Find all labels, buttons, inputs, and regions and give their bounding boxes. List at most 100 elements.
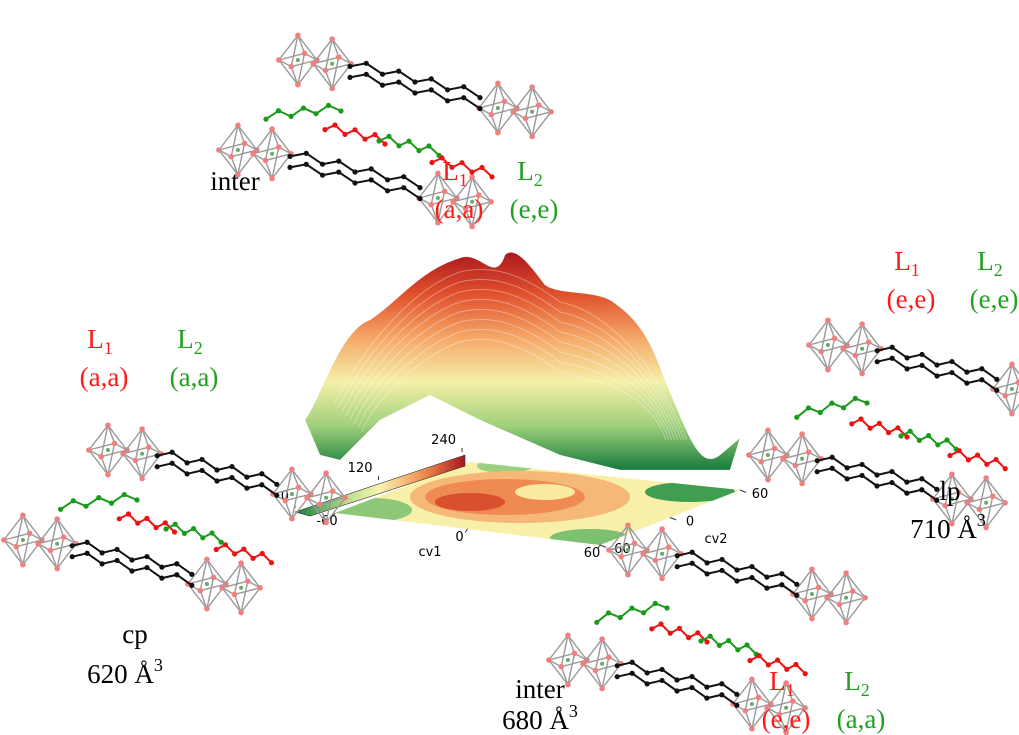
bond	[207, 559, 226, 584]
atom	[289, 467, 295, 473]
linker-atom	[830, 455, 835, 460]
linker-atom	[908, 429, 913, 434]
volume-exponent: 3	[977, 510, 986, 530]
ligand-state: (a,a)	[170, 362, 219, 392]
linker-atom	[191, 526, 196, 531]
bond	[326, 473, 333, 491]
atom	[330, 488, 336, 494]
atom	[750, 702, 754, 706]
linker-atom	[698, 638, 703, 643]
linker-atom	[949, 359, 954, 364]
atom	[800, 457, 804, 461]
linker-atom	[336, 159, 341, 164]
linker-atom	[815, 469, 820, 474]
atom	[27, 531, 33, 537]
atom	[572, 651, 578, 657]
linker-atom	[668, 631, 673, 636]
atom	[565, 633, 571, 639]
atom	[746, 452, 752, 458]
atom	[1009, 411, 1015, 417]
bond	[292, 469, 299, 487]
atom	[793, 463, 799, 469]
linker-atom	[934, 373, 939, 378]
ligand-symbol: L	[442, 156, 459, 186]
linker-atom	[352, 169, 357, 174]
linker-atom	[163, 526, 168, 531]
bond	[265, 160, 272, 178]
linker-atom	[749, 575, 754, 580]
bond	[89, 450, 108, 475]
linker-atom	[159, 576, 164, 581]
bond	[108, 425, 127, 450]
linker-atom	[200, 535, 205, 540]
atom	[1002, 393, 1008, 399]
linker-atom	[445, 87, 450, 92]
atom	[342, 495, 348, 501]
bond	[986, 478, 1005, 503]
atom	[120, 451, 126, 457]
atom	[435, 171, 441, 177]
volume-value: 620 Å	[87, 659, 154, 689]
linker-atom	[380, 72, 385, 77]
atom	[13, 544, 19, 550]
atom	[618, 554, 624, 560]
linker-atom	[858, 416, 863, 421]
structure-label: lp	[939, 476, 960, 506]
bond	[655, 560, 662, 578]
linker-atom	[114, 547, 119, 552]
atom	[772, 446, 778, 452]
atom	[825, 318, 831, 324]
linker-atom	[757, 653, 762, 658]
bond	[602, 639, 609, 657]
atom	[810, 592, 814, 596]
linker-atom	[705, 560, 710, 565]
ligand-state: (a,a)	[837, 704, 886, 734]
linker-atom	[479, 165, 484, 170]
atom	[21, 538, 25, 542]
volume-exponent: 3	[569, 701, 578, 721]
linker-atom	[744, 642, 749, 647]
colorbar-tick-label: 120	[348, 461, 373, 476]
atom	[824, 595, 830, 601]
linker-atom	[117, 516, 122, 521]
linker-atom	[747, 658, 752, 663]
atom	[510, 109, 516, 115]
atom	[523, 116, 529, 122]
atom	[216, 147, 222, 153]
linker-atom	[630, 660, 635, 665]
linker-atom	[794, 593, 799, 598]
bond	[745, 711, 752, 729]
linker-atom	[320, 162, 325, 167]
axis-tick	[670, 518, 676, 520]
axis-tick	[740, 490, 746, 492]
linker-atom	[347, 64, 352, 69]
ligand-index: 2	[861, 680, 870, 700]
bond	[222, 588, 241, 613]
linker-atom	[1003, 466, 1008, 471]
linker-atom	[469, 170, 474, 175]
bond	[291, 67, 298, 85]
linker-atom	[320, 173, 325, 178]
atom	[653, 558, 659, 564]
atom	[749, 677, 755, 683]
linker-atom	[919, 352, 924, 357]
atom	[536, 102, 542, 108]
linker-atom	[889, 480, 894, 485]
atom	[146, 444, 152, 450]
linker-atom	[606, 610, 611, 615]
linker-atom	[979, 377, 984, 382]
linker-atom	[734, 692, 739, 697]
atom	[832, 336, 838, 342]
linker-atom	[719, 681, 724, 686]
linker-atom	[304, 151, 309, 156]
atom	[238, 610, 244, 616]
atom	[859, 371, 865, 377]
bond	[200, 591, 207, 609]
atom	[428, 202, 434, 208]
axis-tick-label: 0	[686, 515, 694, 530]
atom	[860, 347, 864, 351]
axis-tick	[600, 545, 606, 547]
linker-atom	[675, 553, 680, 558]
bond	[795, 465, 802, 483]
structure-label: inter	[210, 166, 259, 196]
